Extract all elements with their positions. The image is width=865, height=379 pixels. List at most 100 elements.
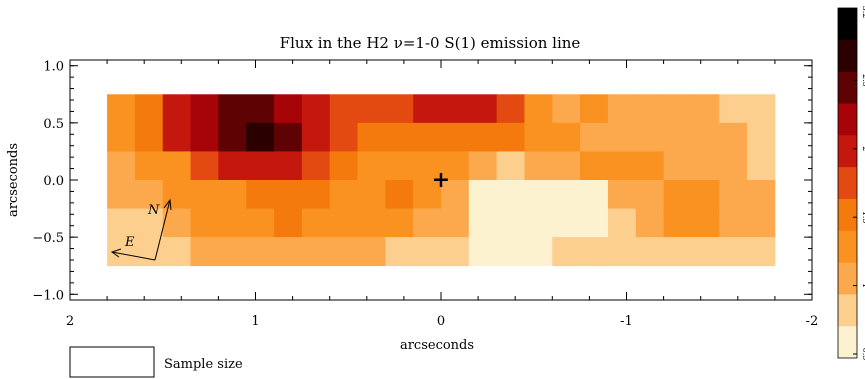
heatmap-cell — [496, 151, 525, 181]
heatmap-cell — [663, 151, 692, 181]
heatmap-cell — [663, 180, 692, 209]
heatmap-cell — [607, 208, 637, 238]
heatmap-cell — [413, 237, 442, 267]
heatmap-cell — [496, 237, 525, 267]
north-arrowhead — [163, 198, 172, 211]
heatmap-cell — [635, 122, 664, 152]
heatmap-cell — [552, 237, 581, 267]
heatmap-cell — [552, 94, 581, 124]
heatmap-cell — [468, 94, 498, 124]
heatmap-cell — [301, 208, 331, 238]
heatmap-cell — [468, 151, 498, 181]
heatmap-cell — [496, 122, 525, 152]
heatmap-cell — [246, 208, 275, 238]
colorbar-segment — [838, 198, 857, 232]
heatmap-cell — [413, 94, 442, 124]
heatmap-cell — [663, 94, 692, 124]
heatmap-cell — [552, 180, 581, 209]
heatmap-cell — [524, 122, 553, 152]
y-axis-label: arcseconds — [6, 143, 21, 217]
heatmap-cell — [524, 180, 553, 209]
heatmap-cell — [274, 151, 303, 181]
east-label: E — [124, 235, 135, 250]
east-arrowhead — [110, 248, 122, 258]
heatmap-cell — [357, 94, 386, 124]
heatmap-cell — [246, 122, 275, 152]
heatmap-cell — [357, 237, 386, 267]
colorbar-segment — [838, 167, 857, 200]
colorbar-tick-label: 3.2 — [861, 6, 865, 19]
y-tick-label: −1.0 — [32, 288, 64, 303]
heatmap-cell — [329, 237, 358, 267]
colorbar-frame — [837, 7, 858, 359]
heatmap-cell — [747, 94, 776, 124]
x-tick-label: -1 — [620, 314, 633, 329]
colorbar-tick-label: 1 — [861, 283, 865, 288]
heatmap-cell — [580, 237, 609, 267]
heatmap-cell — [190, 180, 219, 209]
heatmap-cell — [301, 94, 331, 124]
heatmap-cell — [747, 122, 776, 152]
heatmap-cell — [635, 151, 664, 181]
colorbar-segment — [838, 135, 857, 168]
heatmap-cell — [719, 94, 748, 124]
heatmap-cell — [190, 237, 219, 267]
heatmap-cell — [691, 208, 720, 238]
heatmap-cell — [385, 180, 414, 209]
compass-rose: NE — [110, 198, 172, 261]
heatmap-cell — [134, 94, 164, 124]
heatmap-cell — [635, 180, 664, 209]
heatmap-cell — [524, 151, 553, 181]
heatmap-cell — [329, 208, 358, 238]
heatmap-cell — [580, 151, 609, 181]
colorbar-segment — [838, 326, 857, 359]
heatmap-cell — [635, 208, 664, 238]
heatmap-cell — [441, 237, 470, 267]
x-axis-label: arcseconds — [400, 338, 474, 353]
y-tick-label: 1.0 — [43, 60, 64, 75]
heatmap-cell — [385, 237, 414, 267]
heatmap-cell — [691, 151, 720, 181]
heatmap-cell — [218, 208, 247, 238]
heatmap-cell — [441, 151, 470, 181]
y-tick-label: 0.5 — [43, 117, 64, 132]
heatmap-cell — [218, 94, 247, 124]
heatmap-cell — [107, 180, 136, 209]
heatmap-cell — [663, 122, 692, 152]
heatmap-cell — [218, 122, 247, 152]
heatmap-cell — [691, 180, 720, 209]
heatmap-cell — [218, 237, 247, 267]
heatmap-cell — [190, 151, 219, 181]
heatmap-cell — [190, 208, 219, 238]
heatmap-cell — [301, 180, 331, 209]
heatmap-cell — [301, 151, 331, 181]
heatmap-cell — [524, 208, 553, 238]
colorbar-segment — [838, 262, 857, 295]
heatmap-cell — [274, 208, 303, 238]
y-tick-label: 0.0 — [43, 174, 64, 189]
sample-size-box — [69, 346, 155, 378]
heatmap-cell — [496, 180, 525, 209]
heatmap-cell — [107, 151, 136, 181]
heatmap-cell — [301, 122, 331, 152]
y-tick-label: −0.5 — [32, 231, 64, 246]
heatmap-cell — [162, 94, 191, 124]
heatmap-cell — [246, 151, 275, 181]
heatmap-cell — [329, 94, 358, 124]
axis-ticks: 2 1 0 -1 -2 1.0 0.5 0.0 −0.5 −1.0 — [32, 60, 818, 329]
heatmap-cell — [468, 237, 498, 267]
heatmap-cell — [441, 122, 470, 152]
heatmap-cell — [385, 94, 414, 124]
heatmap-cell — [496, 94, 525, 124]
north-label: N — [147, 203, 160, 218]
heatmap-cell — [663, 237, 692, 267]
colorbar-segment — [838, 103, 857, 136]
heatmap-cell — [134, 208, 164, 238]
heatmap-cell — [441, 94, 470, 124]
heatmap-cell — [274, 237, 303, 267]
chart-title: Flux in the H2 ν=1-0 S(1) emission line — [280, 34, 581, 52]
heatmap-cell — [524, 94, 553, 124]
heatmap-cell — [107, 208, 136, 238]
north-arrow — [154, 199, 171, 261]
heatmap-cell — [246, 180, 275, 209]
